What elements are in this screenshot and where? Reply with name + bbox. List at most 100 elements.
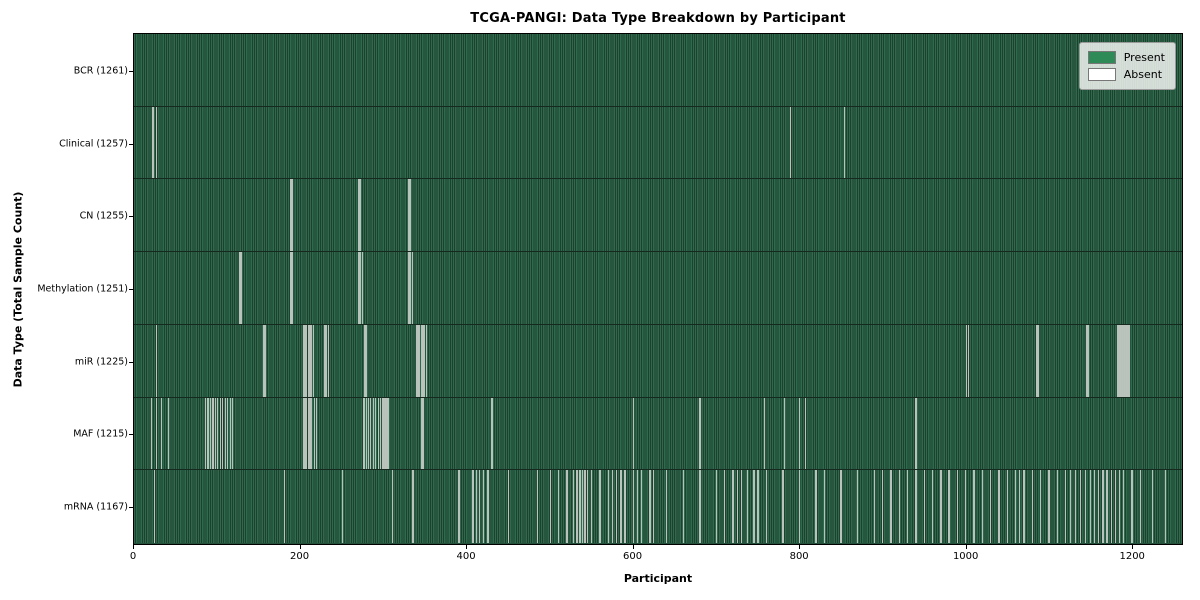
- absent-line: [207, 397, 209, 470]
- absent-line: [1139, 470, 1141, 544]
- absent-line: [229, 397, 231, 470]
- y-tick-label-cn: CN (1255): [79, 210, 128, 222]
- y-tick-label-mrna: mRNA (1167): [63, 501, 128, 513]
- absent-line: [227, 397, 229, 470]
- absent-line: [217, 397, 219, 470]
- absent-line: [632, 397, 635, 470]
- absent-line: [304, 324, 306, 397]
- absent-line: [798, 397, 801, 470]
- absent-line: [873, 470, 876, 544]
- x-tick-label-1200: 1200: [1119, 551, 1145, 562]
- absent-line: [940, 470, 942, 544]
- absent-line: [302, 324, 305, 397]
- absent-line: [1031, 470, 1033, 544]
- x-tick-label-1000: 1000: [952, 551, 979, 562]
- absent-line: [1118, 324, 1121, 397]
- absent-line: [965, 324, 968, 397]
- absent-line: [1122, 470, 1125, 544]
- absent-line: [624, 470, 626, 544]
- absent-line: [363, 397, 365, 470]
- absent-line: [699, 397, 701, 470]
- absent-line: [843, 106, 846, 179]
- absent-line: [306, 397, 308, 470]
- absent-line: [965, 470, 967, 544]
- absent-line: [290, 179, 292, 252]
- absent-line: [307, 397, 310, 470]
- absent-line: [155, 324, 157, 397]
- absent-line: [586, 470, 589, 544]
- absent-line: [981, 470, 984, 544]
- absent-line: [409, 179, 412, 252]
- y-tick-label-methylation: Methylation (1251): [37, 283, 128, 295]
- absent-line: [1114, 470, 1117, 544]
- y-tick-label-mir: miR (1225): [74, 356, 128, 368]
- absent-line: [557, 470, 560, 544]
- absent-line: [150, 397, 152, 470]
- absent-line: [152, 106, 154, 179]
- absent-line: [611, 470, 614, 544]
- absent-line: [238, 252, 241, 324]
- absent-line: [1127, 324, 1129, 397]
- absent-line: [715, 470, 718, 544]
- absent-line: [640, 470, 643, 544]
- x-axis-label: Participant: [623, 572, 693, 585]
- absent-line: [1093, 470, 1096, 544]
- absent-line: [1089, 470, 1092, 544]
- absent-line: [478, 470, 481, 544]
- legend: Present Absent: [1078, 42, 1176, 90]
- absent-line: [304, 397, 306, 470]
- absent-line: [1117, 324, 1119, 397]
- absent-line: [998, 470, 1000, 544]
- absent-line: [153, 470, 156, 544]
- absent-line: [382, 397, 384, 470]
- absent-line: [956, 470, 959, 544]
- absent-line: [391, 470, 394, 544]
- absent-line: [290, 252, 292, 324]
- absent-line: [262, 324, 265, 397]
- legend-entry-absent: Absent: [1087, 66, 1165, 83]
- absent-line: [783, 397, 786, 470]
- x-tick-mark: [965, 545, 967, 549]
- absent-line: [472, 470, 474, 544]
- absent-line: [591, 470, 593, 544]
- absent-line: [360, 179, 362, 252]
- absent-line: [291, 252, 294, 324]
- absent-line: [1023, 470, 1025, 544]
- absent-line: [204, 397, 207, 470]
- y-tick-label-maf: MAF (1215): [73, 428, 128, 440]
- legend-label-present: Present: [1123, 51, 1165, 64]
- absent-line: [360, 252, 362, 324]
- absent-line: [753, 470, 755, 544]
- absent-line: [327, 324, 330, 397]
- absent-line: [665, 470, 668, 544]
- absent-line: [732, 470, 734, 544]
- y-tick-mark: [129, 289, 133, 290]
- absent-line: [420, 397, 423, 470]
- absent-line: [475, 470, 477, 544]
- legend-entry-present: Present: [1087, 49, 1165, 66]
- absent-line: [1106, 470, 1108, 544]
- absent-line: [1128, 324, 1131, 397]
- y-tick-mark: [129, 70, 133, 72]
- absent-line: [757, 470, 759, 544]
- absent-line: [507, 470, 510, 544]
- absent-line: [699, 470, 701, 544]
- absent-line: [311, 324, 313, 397]
- y-tick-mark: [129, 507, 133, 509]
- absent-line: [736, 470, 738, 544]
- x-tick-label-800: 800: [789, 551, 809, 562]
- absent-line: [1074, 470, 1077, 544]
- absent-line: [365, 324, 368, 397]
- absent-line: [1120, 324, 1122, 397]
- absent-line: [155, 106, 157, 179]
- absent-line: [898, 470, 900, 544]
- absent-line: [361, 252, 364, 324]
- absent-line: [1084, 470, 1087, 544]
- absent-line: [1064, 470, 1067, 544]
- x-tick-mark: [1132, 545, 1134, 549]
- absent-line: [649, 470, 651, 544]
- absent-line: [572, 470, 575, 544]
- absent-line: [214, 397, 216, 470]
- absent-line: [724, 470, 726, 544]
- absent-line: [1131, 470, 1133, 544]
